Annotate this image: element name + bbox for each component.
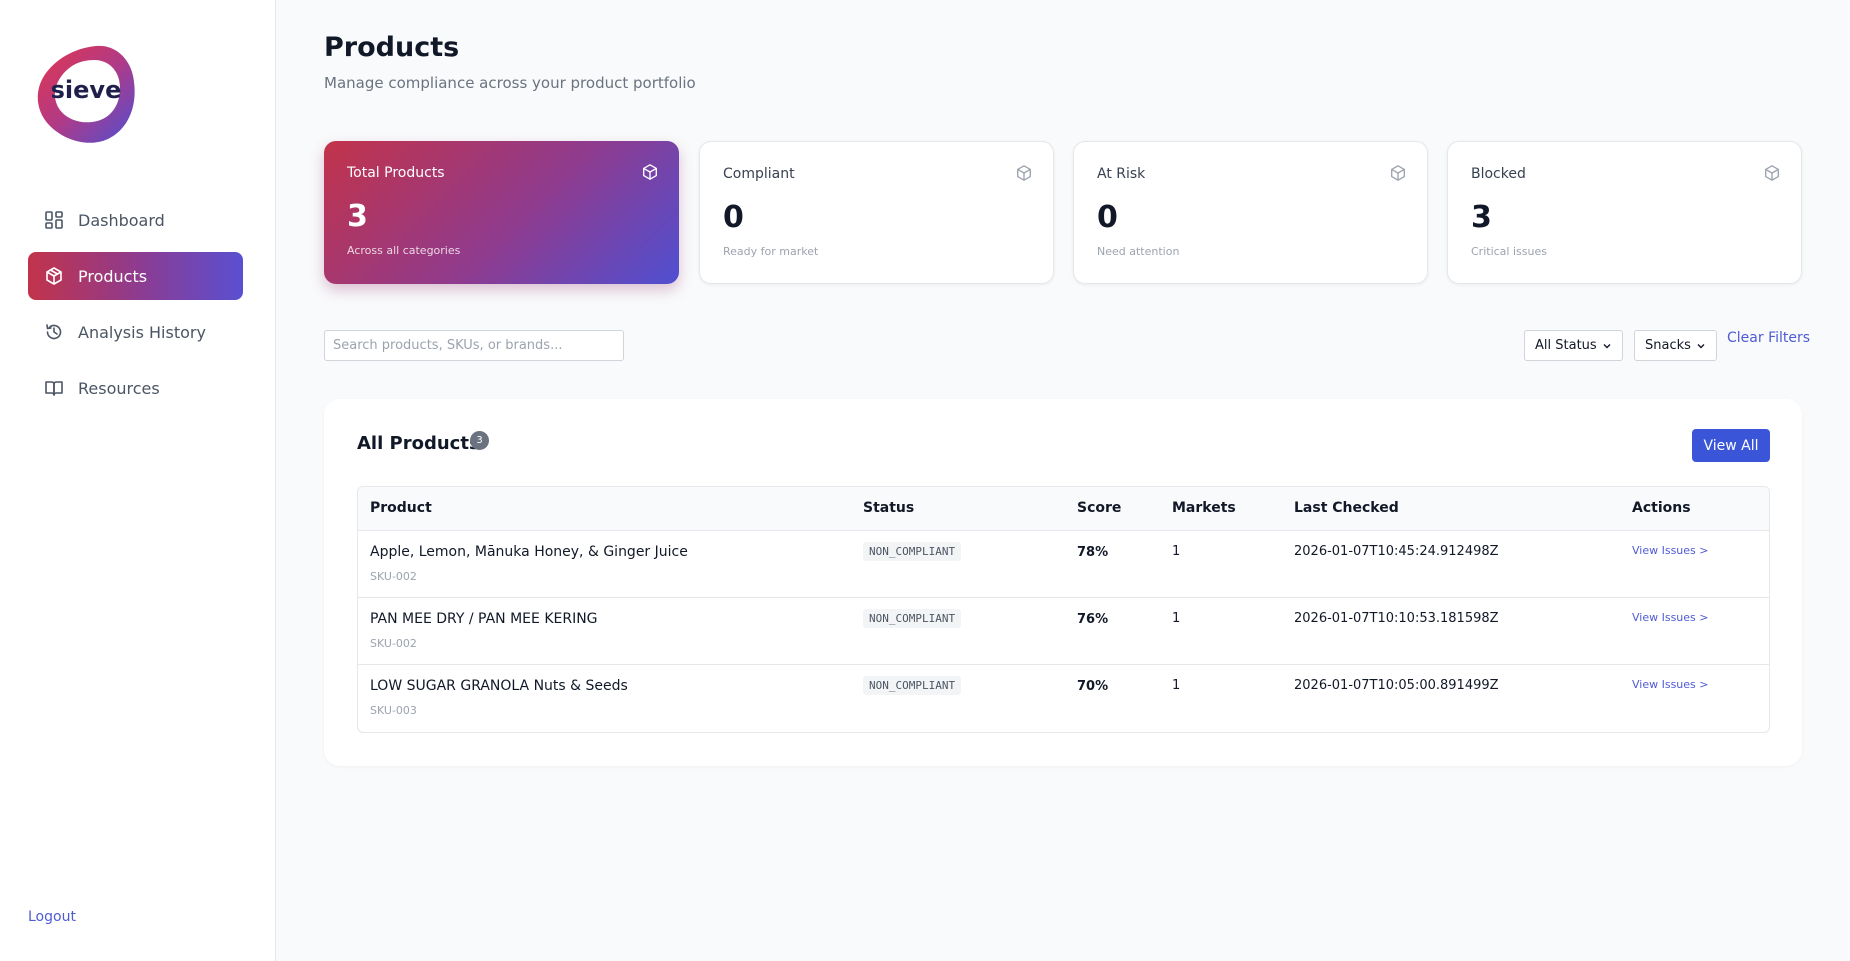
stat-label: At Risk — [1097, 166, 1146, 182]
chevron-down-icon — [1603, 343, 1611, 348]
stat-label: Total Products — [347, 165, 445, 181]
product-sku: SKU-002 — [370, 637, 417, 650]
view-issues-link[interactable]: View Issues > — [1632, 611, 1709, 624]
stat-sub: Across all categories — [347, 244, 461, 257]
category-filter-value: Snacks — [1645, 338, 1691, 353]
stat-value: 0 — [723, 200, 744, 235]
sidebar: sieve Dashboard Products — [0, 0, 276, 961]
table-header: Product Status Score Markets Last Checke… — [358, 487, 1769, 531]
product-score: 76% — [1077, 612, 1109, 627]
panel-title: All Products — [357, 433, 480, 454]
stat-label: Blocked — [1471, 166, 1526, 182]
sidebar-item-label: Resources — [78, 378, 160, 398]
sidebar-item-analysis-history[interactable]: Analysis History — [28, 308, 243, 356]
products-table: Product Status Score Markets Last Checke… — [357, 486, 1770, 733]
product-name: PAN MEE DRY / PAN MEE KERING — [370, 611, 598, 627]
product-name: Apple, Lemon, Mānuka Honey, & Ginger Jui… — [370, 544, 688, 560]
stat-card-blocked[interactable]: Blocked 3 Critical issues — [1447, 141, 1802, 284]
product-markets: 1 — [1172, 611, 1181, 626]
product-last-checked: 2026-01-07T10:45:24.912498Z — [1294, 544, 1499, 559]
page-title: Products — [324, 32, 460, 63]
sidebar-item-dashboard[interactable]: Dashboard — [28, 196, 243, 244]
table-row[interactable]: PAN MEE DRY / PAN MEE KERING SKU-002 NON… — [358, 598, 1769, 665]
product-last-checked: 2026-01-07T10:10:53.181598Z — [1294, 611, 1499, 626]
chevron-down-icon — [1697, 343, 1705, 348]
count-badge: 3 — [470, 431, 489, 450]
sieve-logo[interactable]: sieve — [34, 42, 140, 146]
product-markets: 1 — [1172, 544, 1181, 559]
stat-sub: Need attention — [1097, 245, 1180, 258]
stat-value: 0 — [1097, 200, 1118, 235]
view-issues-link[interactable]: View Issues > — [1632, 544, 1709, 557]
column-header-score: Score — [1077, 500, 1122, 516]
box-icon — [1765, 165, 1779, 181]
column-header-product: Product — [370, 500, 432, 516]
dashboard-icon — [44, 210, 64, 230]
view-issues-link[interactable]: View Issues > — [1632, 678, 1709, 691]
stat-sub: Ready for market — [723, 245, 819, 258]
sidebar-item-label: Products — [78, 266, 148, 286]
history-icon — [44, 322, 64, 342]
product-sku: SKU-002 — [370, 570, 417, 583]
book-icon — [44, 378, 64, 398]
status-badge: NON_COMPLIANT — [863, 676, 962, 695]
view-all-button[interactable]: View All — [1692, 429, 1770, 462]
clear-filters-link[interactable]: Clear Filters — [1727, 330, 1811, 346]
sidebar-item-resources[interactable]: Resources — [28, 364, 243, 412]
sidebar-item-label: Dashboard — [78, 210, 165, 230]
status-filter-value: All Status — [1535, 338, 1597, 353]
logout-link[interactable]: Logout — [28, 909, 76, 925]
logo-text: sieve — [51, 76, 122, 104]
product-markets: 1 — [1172, 678, 1181, 693]
category-filter-dropdown[interactable]: Snacks — [1634, 330, 1717, 361]
stat-card-compliant[interactable]: Compliant 0 Ready for market — [699, 141, 1054, 284]
table-row[interactable]: LOW SUGAR GRANOLA Nuts & Seeds SKU-003 N… — [358, 665, 1769, 732]
column-header-actions: Actions — [1632, 500, 1691, 516]
box-icon — [44, 266, 64, 286]
product-score: 78% — [1077, 545, 1109, 560]
box-icon — [643, 164, 657, 180]
stat-value: 3 — [1471, 200, 1492, 235]
stat-card-total-products[interactable]: Total Products 3 Across all categories — [324, 141, 679, 284]
column-header-last-checked: Last Checked — [1294, 500, 1399, 516]
all-products-panel: All Products 3 View All Product Status S… — [324, 399, 1802, 766]
product-sku: SKU-003 — [370, 704, 417, 717]
stat-card-at-risk[interactable]: At Risk 0 Need attention — [1073, 141, 1428, 284]
product-last-checked: 2026-01-07T10:05:00.891499Z — [1294, 678, 1499, 693]
column-header-status: Status — [863, 500, 915, 516]
status-badge: NON_COMPLIANT — [863, 609, 962, 628]
page-subtitle: Manage compliance across your product po… — [324, 74, 696, 92]
sidebar-item-label: Analysis History — [78, 322, 206, 342]
box-icon — [1017, 165, 1031, 181]
product-score: 70% — [1077, 679, 1109, 694]
stat-sub: Critical issues — [1471, 245, 1547, 258]
search-input[interactable] — [324, 330, 624, 361]
sidebar-item-products[interactable]: Products — [28, 252, 243, 300]
table-row[interactable]: Apple, Lemon, Mānuka Honey, & Ginger Jui… — [358, 531, 1769, 598]
stat-value: 3 — [347, 199, 368, 234]
column-header-markets: Markets — [1172, 500, 1236, 516]
status-badge: NON_COMPLIANT — [863, 542, 962, 561]
sidebar-nav: Dashboard Products Analysis History — [28, 196, 243, 420]
stat-label: Compliant — [723, 166, 795, 182]
status-filter-dropdown[interactable]: All Status — [1524, 330, 1623, 361]
product-name: LOW SUGAR GRANOLA Nuts & Seeds — [370, 678, 628, 694]
box-icon — [1391, 165, 1405, 181]
